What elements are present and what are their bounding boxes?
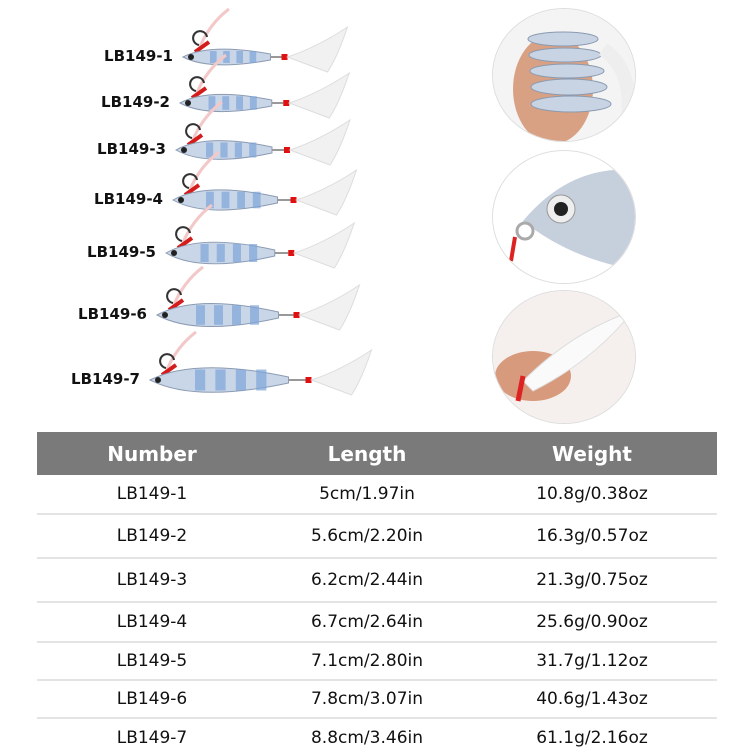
cell-weight: 25.6g/0.90oz (536, 612, 648, 632)
cell-number: LB149-4 (116, 612, 188, 632)
lure-label: LB149-4 (94, 190, 163, 208)
lure-eye-image (493, 151, 635, 283)
lure-label: LB149-3 (97, 140, 166, 158)
cell-number: LB149-2 (116, 526, 188, 546)
cell-weight: 61.1g/2.16oz (536, 728, 648, 748)
cell-number: LB149-3 (116, 570, 188, 590)
cell-length: 5cm/1.97in (319, 484, 415, 504)
cell-weight: 21.3g/0.75oz (536, 570, 648, 590)
cell-length: 6.7cm/2.64in (310, 612, 424, 632)
cell-number: LB149-1 (116, 484, 188, 504)
cell-weight: 40.6g/1.43oz (536, 689, 648, 709)
header-number: Number (107, 441, 197, 466)
table-row: LB149-3 6.2cm/2.44in 21.3g/0.75oz (37, 559, 717, 603)
cell-number: LB149-5 (116, 651, 188, 671)
table-row: LB149-6 7.8cm/3.07in 40.6g/1.43oz (37, 681, 717, 719)
lure-image (148, 330, 373, 396)
lure-image (155, 265, 361, 331)
cell-length: 8.8cm/3.46in (310, 728, 424, 748)
lure-label: LB149-5 (87, 243, 156, 261)
photo-hand-holding-lures (492, 8, 636, 142)
lure-label: LB149-7 (71, 370, 140, 388)
cell-weight: 16.3g/0.57oz (536, 526, 648, 546)
spec-table: Number Length Weight LB149-1 5cm/1.97in 10… (37, 432, 717, 750)
header-weight: Weight (552, 441, 632, 466)
lure-image (178, 53, 351, 119)
cell-number: LB149-7 (116, 728, 188, 748)
lure-image (171, 150, 358, 216)
cell-length: 6.2cm/2.44in (310, 570, 424, 590)
lure-label: LB149-6 (78, 305, 147, 323)
table-row: LB149-2 5.6cm/2.20in 16.3g/0.57oz (37, 515, 717, 559)
header-length: Length (327, 441, 407, 466)
lure-image (174, 100, 351, 166)
feather-hook-image (493, 291, 635, 423)
photo-lure-eye-closeup (492, 150, 636, 284)
table-row: LB149-4 6.7cm/2.64in 25.6g/0.90oz (37, 603, 717, 643)
cell-weight: 31.7g/1.12oz (536, 651, 648, 671)
lure-label: LB149-2 (101, 93, 170, 111)
cell-length: 7.1cm/2.80in (310, 651, 424, 671)
cell-length: 5.6cm/2.20in (310, 526, 424, 546)
lure-image (165, 203, 356, 269)
table-row: LB149-1 5cm/1.97in 10.8g/0.38oz (37, 475, 717, 515)
table-header: Number Length Weight (37, 432, 717, 475)
table-row: LB149-5 7.1cm/2.80in 31.7g/1.12oz (37, 643, 717, 681)
lure-label: LB149-1 (104, 47, 173, 65)
cell-weight: 10.8g/0.38oz (536, 484, 648, 504)
hand-lures-image (493, 9, 635, 141)
cell-length: 7.8cm/3.07in (310, 689, 424, 709)
table-row: LB149-7 8.8cm/3.46in 61.1g/2.16oz (37, 719, 717, 750)
lure-image (181, 7, 349, 73)
cell-number: LB149-6 (116, 689, 188, 709)
photo-feather-hook-closeup (492, 290, 636, 424)
